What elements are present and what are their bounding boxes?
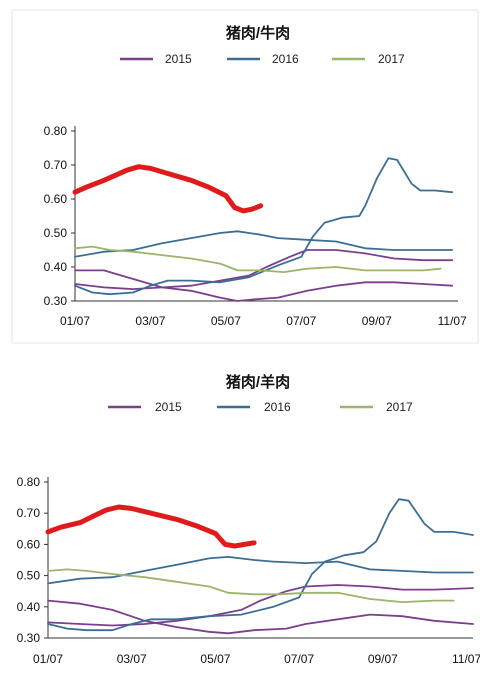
- x-tick-label: 01/07: [33, 652, 63, 666]
- x-tick-label: 09/07: [368, 652, 398, 666]
- legend-label-2016: 2016: [264, 400, 291, 414]
- series-line-2015-1: [47, 584, 474, 627]
- chart-1-frame: [11, 9, 479, 344]
- x-tick-label: 11/07: [452, 652, 480, 666]
- x-tick-label: 03/07: [117, 652, 147, 666]
- x-tick-label: 07/07: [286, 314, 316, 328]
- x-tick-label: 01/07: [60, 314, 90, 328]
- legend-label-2015: 2015: [165, 52, 192, 66]
- y-tick-label: 0.80: [17, 475, 41, 489]
- y-tick-label: 0.30: [44, 294, 68, 308]
- y-tick-label: 0.80: [44, 124, 68, 138]
- legend-label-2016: 2016: [272, 52, 299, 66]
- chart-1-title: 猪肉/牛肉: [225, 24, 290, 42]
- y-tick-label: 0.70: [17, 506, 41, 520]
- x-tick-label: 05/07: [200, 652, 230, 666]
- chart-1: 2015 2016 2017 0.80 0.70 0.60 0.50 0.40 0.30 01/0…: [44, 52, 467, 328]
- legend-label-2015: 2015: [155, 400, 182, 414]
- series-line-2017-5: [72, 164, 264, 214]
- series-line-2016-3: [47, 498, 474, 632]
- x-tick-label: 07/07: [284, 652, 314, 666]
- y-tick-label: 0.40: [44, 260, 68, 274]
- legend-label-2017: 2017: [378, 52, 405, 66]
- series-line-2017-4: [74, 245, 442, 273]
- series-line-2017-4: [47, 568, 455, 603]
- y-tick-label: 0.50: [17, 569, 41, 583]
- y-tick-label: 0.70: [44, 158, 68, 172]
- legend-label-2017: 2017: [386, 400, 413, 414]
- series-line-2016-3: [74, 157, 454, 296]
- y-tick-label: 0.40: [17, 600, 41, 614]
- chart-2: 2015 2016 2017 0.80 0.70 0.60 0.50 0.40 0.30 01/0…: [17, 400, 480, 666]
- y-tick-label: 0.30: [17, 631, 41, 645]
- x-tick-label: 09/07: [362, 314, 392, 328]
- y-tick-label: 0.60: [44, 192, 68, 206]
- y-tick-label: 0.50: [44, 226, 68, 240]
- chart-2-title: 猪肉/羊肉: [225, 373, 290, 391]
- x-tick-label: 11/07: [438, 314, 467, 328]
- series-line-2017-5: [45, 504, 257, 549]
- series-line-2015-0: [74, 269, 454, 302]
- series-line-2015-0: [47, 599, 474, 635]
- x-tick-label: 03/07: [135, 314, 165, 328]
- y-tick-label: 0.60: [17, 537, 41, 551]
- series-line-2016-2: [74, 230, 454, 258]
- x-tick-label: 05/07: [211, 314, 241, 328]
